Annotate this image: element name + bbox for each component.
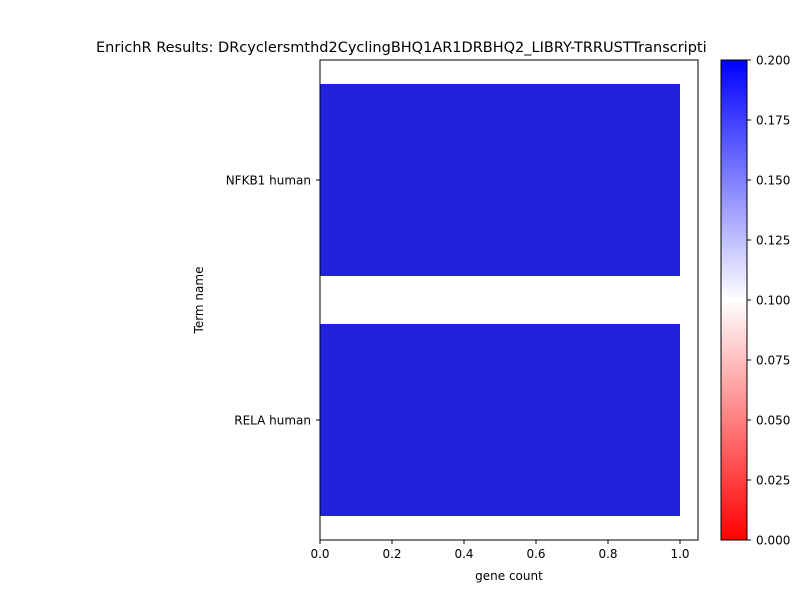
x-axis: 0.0 0.2 0.4 0.6 0.8 1.0 <box>310 540 690 561</box>
plot-area <box>320 84 680 516</box>
x-tick-label: 0.0 <box>310 547 329 561</box>
colorbar-tick-label: 0.150 <box>756 174 790 188</box>
x-tick-label: 0.6 <box>526 547 545 561</box>
bar-nfkb1-human <box>320 84 680 276</box>
colorbar-axis: 0.000 0.025 0.050 0.075 0.100 0.125 0.150 0.175… <box>747 54 790 548</box>
colorbar-tick-label: 0.000 <box>756 534 790 548</box>
colorbar-tick-label: 0.125 <box>756 234 790 248</box>
colorbar-tick-label: 0.050 <box>756 414 790 428</box>
colorbar-tick-label: 0.075 <box>756 354 790 368</box>
colorbar <box>720 59 748 541</box>
chart-title: EnrichR Results: DRcyclersmthd2CyclingBH… <box>96 40 707 56</box>
x-tick-label: 0.2 <box>382 547 401 561</box>
y-axis: NFKB1 human RELA human <box>226 174 320 428</box>
colorbar-tick-label: 0.175 <box>756 114 790 128</box>
y-tick-label: RELA human <box>234 414 311 428</box>
colorbar-tick-label: 0.200 <box>756 54 790 68</box>
y-tick-label: NFKB1 human <box>226 174 311 188</box>
x-tick-label: 0.4 <box>454 547 473 561</box>
x-axis-label: gene count <box>475 569 543 583</box>
colorbar-tick-label: 0.025 <box>756 474 790 488</box>
bar-rela-human <box>320 324 680 516</box>
colorbar-tick-label: 0.100 <box>756 294 790 308</box>
x-tick-label: 0.8 <box>598 547 617 561</box>
y-axis-label: Term name <box>192 267 206 335</box>
plot-frame <box>319 59 699 541</box>
x-tick-label: 1.0 <box>670 547 689 561</box>
